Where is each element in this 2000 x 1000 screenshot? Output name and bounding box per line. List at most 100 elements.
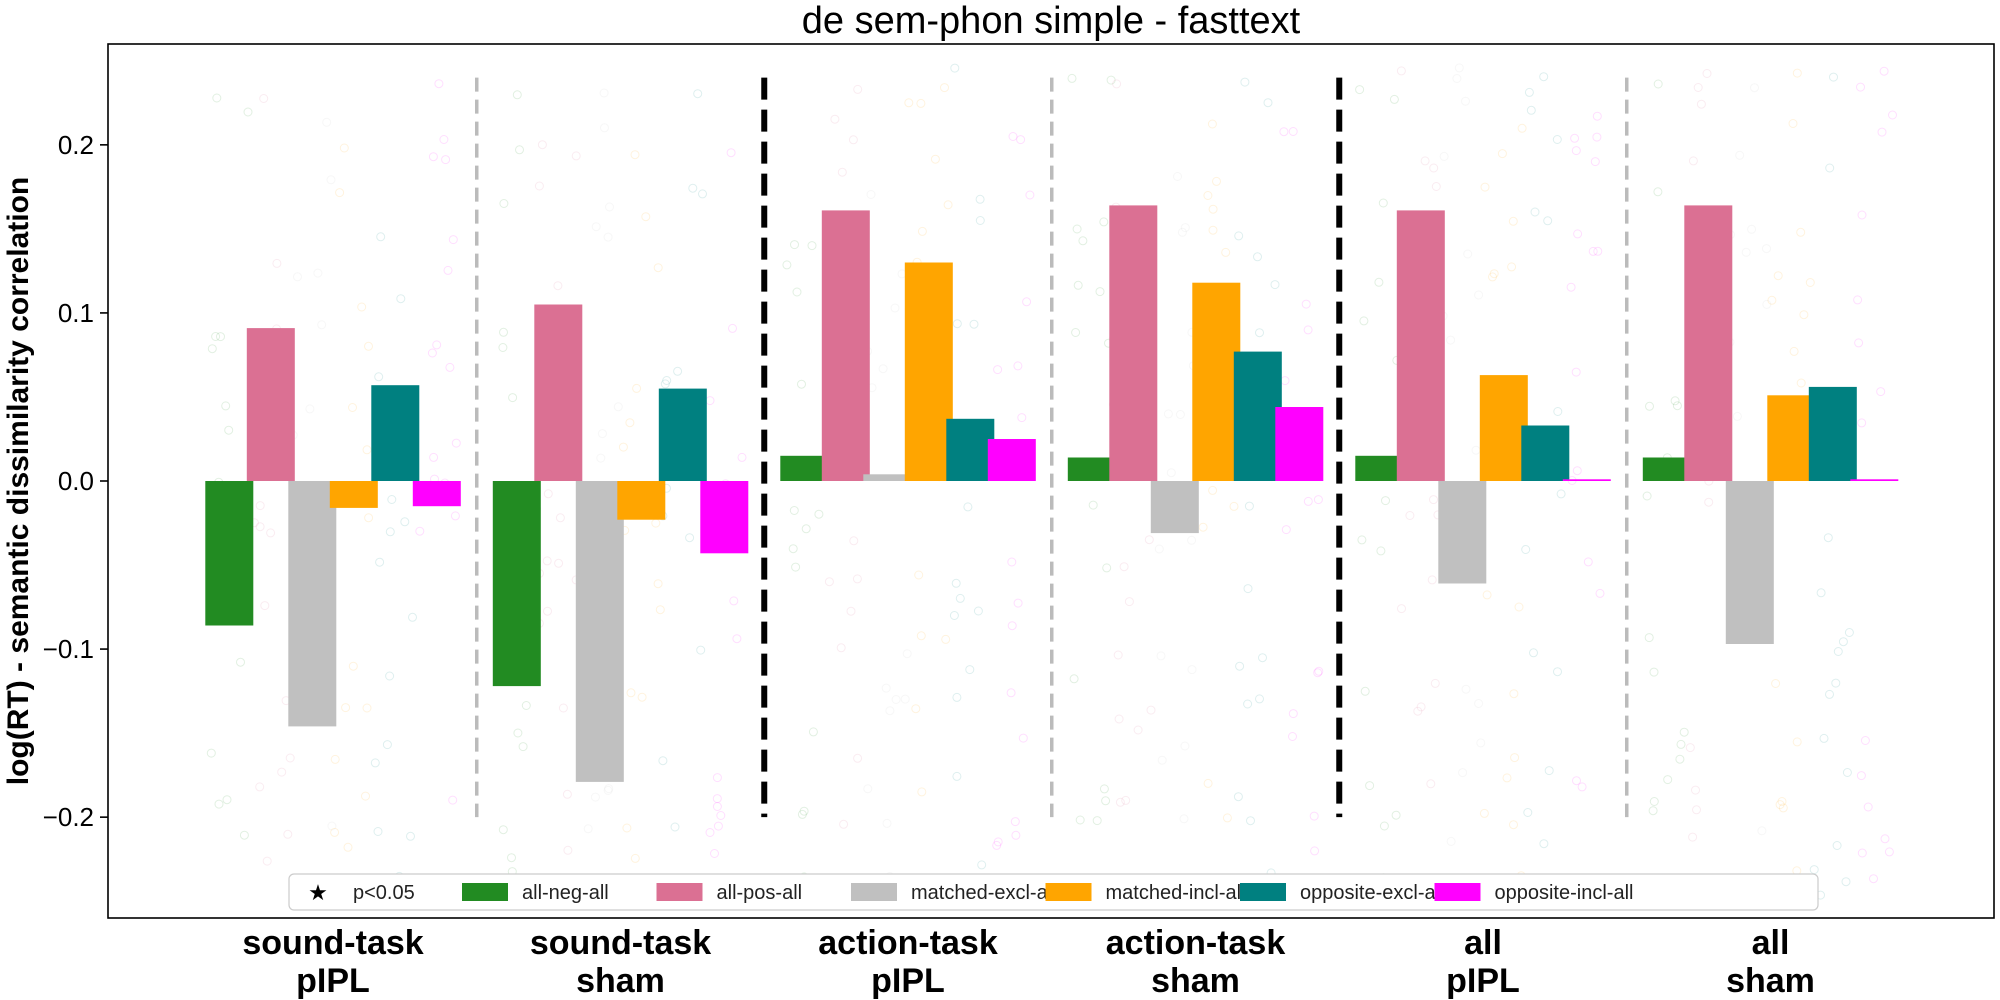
scatter-point	[415, 526, 425, 536]
scatter-point	[1008, 132, 1018, 141]
scatter-point	[1854, 338, 1864, 348]
scatter-point	[1397, 604, 1406, 614]
legend-label-matched-incl-all: matched-incl-all	[1106, 882, 1246, 904]
scatter-point	[542, 556, 552, 566]
scatter-point	[696, 645, 706, 655]
scatter-point	[830, 114, 840, 124]
y-tick-label: 0.0	[58, 466, 94, 496]
scatter-point	[1376, 546, 1386, 556]
scatter-point	[1133, 725, 1143, 735]
scatter-point	[211, 332, 221, 341]
scatter-point	[1461, 684, 1471, 694]
scatter-point	[951, 578, 961, 588]
scatter-point	[1592, 111, 1602, 121]
scatter-point	[603, 232, 613, 242]
scatter-point	[662, 376, 672, 385]
scatter-point	[1566, 282, 1576, 292]
bar-matched-excl-all-group-1	[288, 481, 337, 727]
scatter-point	[1253, 252, 1262, 262]
scatter-point	[364, 341, 373, 351]
scatter-point	[1016, 135, 1026, 145]
scatter-point	[712, 794, 722, 804]
scatter-point	[1017, 413, 1027, 423]
scatter-point	[428, 152, 438, 162]
scatter-point	[1869, 874, 1878, 884]
scatter-point	[882, 818, 892, 828]
scatter-point	[206, 748, 216, 758]
scatter-point	[600, 123, 609, 133]
scatter-point	[513, 728, 523, 738]
scatter-point	[1792, 737, 1802, 747]
scatter-point	[1688, 832, 1698, 842]
scatter-point	[1179, 814, 1189, 824]
scatter-point	[1796, 227, 1806, 237]
scatter-point	[878, 364, 888, 374]
scatter-point	[1514, 602, 1524, 612]
scatter-point	[348, 661, 358, 671]
scatter-point	[1146, 705, 1156, 715]
scatter-point	[1072, 224, 1082, 234]
scatter-point	[1446, 836, 1456, 846]
scatter-point	[1154, 544, 1164, 554]
scatter-point	[849, 536, 859, 546]
scatter-point	[630, 150, 640, 160]
scatter-point	[327, 821, 337, 831]
scatter-point	[916, 98, 926, 108]
scatter-point	[1177, 227, 1187, 237]
scatter-point	[1799, 310, 1809, 320]
scatter-point	[1281, 525, 1291, 535]
scatter-point	[1877, 127, 1887, 137]
scatter-point	[1842, 768, 1852, 777]
scatter-point	[955, 593, 965, 603]
scatter-point	[1572, 466, 1582, 476]
scatter-point	[1856, 771, 1866, 781]
scatter-point	[599, 88, 609, 98]
scatter-point	[537, 140, 547, 150]
scatter-point	[1303, 496, 1313, 506]
scatter-point	[712, 802, 722, 811]
scatter-point	[1747, 224, 1757, 234]
scatter-point	[846, 606, 856, 616]
scatter-point	[1303, 325, 1313, 335]
legend-swatch-opposite-excl-all	[1240, 883, 1286, 901]
scatter-point	[1792, 68, 1802, 78]
scatter-point	[1208, 204, 1218, 214]
scatter-point	[427, 348, 437, 358]
scatter-point	[443, 265, 453, 275]
scatter-point	[797, 809, 807, 819]
scatter-point	[1510, 753, 1520, 763]
scatter-point	[799, 806, 809, 816]
scatter-point	[1071, 328, 1081, 337]
scatter-point	[596, 453, 606, 463]
scatter-point	[357, 302, 367, 312]
scatter-point	[1416, 702, 1426, 712]
scatter-point	[1073, 280, 1083, 290]
scatter-point	[597, 429, 607, 439]
scatter-point	[591, 222, 601, 232]
scatter-point	[992, 840, 1002, 850]
scatter-point	[1556, 489, 1566, 499]
bar-matched-incl-all-group-3	[904, 262, 953, 481]
scatter-point	[1857, 418, 1867, 428]
scatter-point	[605, 202, 614, 212]
scatter-point	[1857, 848, 1867, 858]
scatter-point	[1234, 231, 1244, 241]
scatter-point	[1102, 563, 1112, 573]
scatter-point	[881, 683, 891, 693]
bar-opposite-excl-all-group-3	[946, 418, 995, 481]
scatter-point	[1233, 792, 1243, 802]
scatter-point	[1157, 755, 1167, 765]
scatter-point	[1857, 210, 1867, 220]
scatter-point	[558, 703, 568, 713]
scatter-point	[853, 84, 863, 94]
scatter-point	[1067, 73, 1077, 83]
scatter-point	[1771, 679, 1781, 688]
scatter-point	[1013, 598, 1023, 608]
scatter-point	[283, 829, 293, 839]
scatter-point	[969, 319, 979, 329]
scatter-point	[1696, 99, 1706, 109]
scatter-point	[693, 89, 703, 99]
scatter-point	[553, 281, 563, 291]
scatter-point	[1360, 686, 1370, 696]
scatter-point	[1301, 299, 1311, 309]
